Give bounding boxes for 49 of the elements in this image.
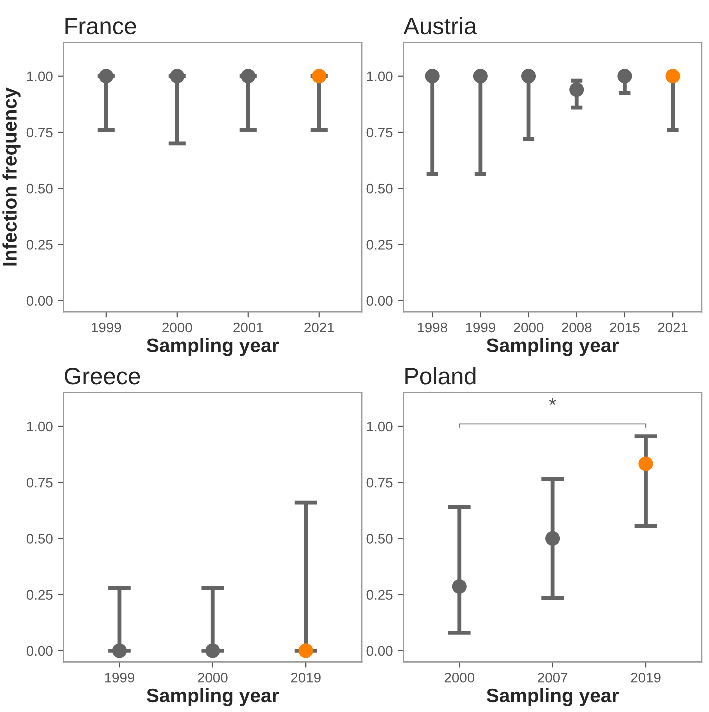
x-tick-label: 2001 bbox=[234, 322, 264, 333]
x-tick-label: 2000 bbox=[514, 322, 544, 333]
x-axis-title: Sampling year bbox=[486, 338, 619, 356]
x-tick-label: 2000 bbox=[444, 672, 475, 683]
chart-title: Austria bbox=[404, 17, 478, 35]
y-tick-label: 1.00 bbox=[27, 422, 53, 432]
x-axis-title: Sampling year bbox=[147, 688, 280, 707]
x-tick-label: 2008 bbox=[562, 322, 592, 333]
x-axis-title: Sampling year bbox=[486, 688, 619, 707]
x-tick-label: 1999 bbox=[105, 672, 135, 683]
y-tick-label: 0.25 bbox=[366, 590, 393, 600]
y-tick-label: 0.25 bbox=[26, 590, 53, 600]
y-tick-label: 1.00 bbox=[367, 72, 393, 82]
y-tick-label: 0.00 bbox=[26, 296, 53, 306]
y-tick-label: 0.50 bbox=[366, 534, 393, 544]
x-tick-label: 2021 bbox=[304, 322, 334, 333]
x-axis-title: Sampling year bbox=[147, 338, 280, 356]
x-tick-label: 1998 bbox=[418, 322, 448, 333]
annotation: * bbox=[549, 398, 556, 406]
y-tick-label: 1.00 bbox=[367, 422, 393, 432]
y-tick-label: 0.50 bbox=[366, 184, 393, 194]
x-tick-label: 1999 bbox=[92, 322, 122, 333]
chart-title: Greece bbox=[65, 368, 140, 385]
x-tick-label: 2019 bbox=[631, 672, 661, 683]
chart-title: Poland bbox=[406, 367, 476, 385]
x-tick-label: 2007 bbox=[538, 672, 568, 683]
y-tick-label: 0.50 bbox=[26, 184, 53, 194]
x-tick-label: 2021 bbox=[658, 322, 688, 333]
y-tick-label: 0.75 bbox=[366, 478, 393, 488]
y-tick-label: 0.50 bbox=[26, 534, 53, 544]
y-tick-label: 0.25 bbox=[366, 240, 393, 250]
y-tick-label: 0.00 bbox=[366, 296, 393, 306]
point bbox=[546, 531, 560, 546]
y-tick-label: 0.75 bbox=[26, 128, 53, 138]
y-tick-label: 0.75 bbox=[366, 128, 393, 138]
x-tick-label: 2000 bbox=[198, 672, 228, 683]
x-tick-label: 2015 bbox=[610, 322, 640, 333]
y-tick-label: 0.00 bbox=[26, 646, 53, 656]
x-tick-label: 2000 bbox=[162, 322, 192, 333]
y-tick-label: 0.75 bbox=[26, 478, 53, 488]
y-axis-title: Infection frequency bbox=[2, 88, 21, 266]
x-tick-label: 2019 bbox=[291, 672, 321, 683]
chart-title: France bbox=[66, 18, 136, 35]
point bbox=[452, 579, 467, 594]
y-tick-label: 0.00 bbox=[366, 646, 393, 656]
y-tick-label: 1.00 bbox=[27, 72, 53, 82]
x-tick-label: 1999 bbox=[466, 322, 496, 333]
point bbox=[638, 456, 654, 472]
y-tick-label: 0.25 bbox=[26, 240, 53, 250]
